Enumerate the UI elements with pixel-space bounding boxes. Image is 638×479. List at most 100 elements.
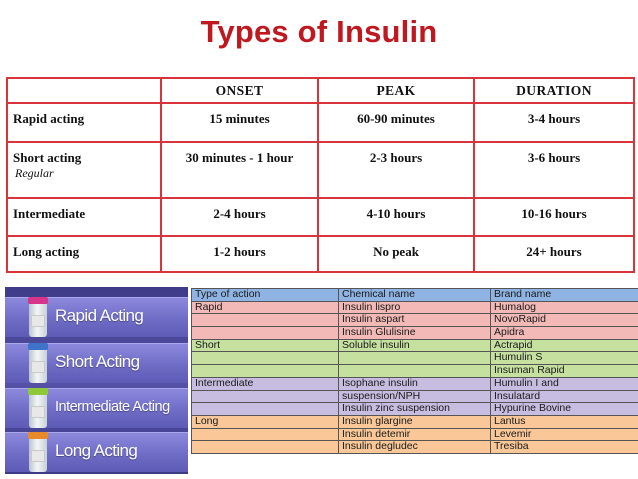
table-row: Insulin zinc suspension Hypurine Bovine (191, 402, 638, 416)
table-row: Insulin degludec Tresiba (191, 440, 638, 454)
brand-cell: Hypurine Bovine (490, 402, 638, 416)
type-cell (191, 326, 339, 340)
banner-band-rapid: Rapid Acting (5, 297, 188, 337)
brand-cell: Apidra (490, 326, 638, 340)
vial-cap (28, 343, 48, 350)
timing-peak: 4-10 hours (317, 197, 475, 237)
timing-onset: 15 minutes (160, 102, 319, 143)
timing-duration: 10-16 hours (473, 197, 635, 237)
banner-band-long: Long Acting (5, 432, 188, 472)
timing-type: Long acting (13, 244, 80, 259)
chemical-cell: Insulin aspart (338, 313, 491, 328)
chemical-cell: Soluble insulin (338, 338, 491, 353)
table-row: Insuman Rapid (191, 364, 638, 378)
brand-cell: Levemir (490, 427, 638, 442)
table-row: Intermediate Isophane insulin Humulin I … (191, 376, 638, 391)
brand-cell: NovoRapid (490, 313, 638, 328)
vial-label (31, 361, 45, 373)
type-cell (191, 313, 339, 328)
table-row: Long Insulin glargine Lantus (191, 414, 638, 429)
vial-label (31, 450, 45, 462)
vial-cap (28, 432, 48, 439)
table-row: Insulin detemir Levemir (191, 427, 638, 442)
chemical-cell (338, 351, 491, 366)
page-title: Types of Insulin (200, 14, 438, 49)
table-row: suspension/NPH Insulatard (191, 389, 638, 404)
timing-header-duration: DURATION (473, 77, 635, 104)
brand-header-cell: Chemical name (338, 288, 491, 302)
timing-row-rapid: Rapid acting 15 minutes 60-90 minutes 3-… (6, 102, 635, 143)
timing-type: Short acting (13, 150, 82, 165)
chemical-cell: Insulin degludec (338, 440, 491, 454)
timing-duration: 24+ hours (473, 235, 635, 273)
insulin-type-banner: Rapid Acting Short Acting Intermediate A… (5, 287, 188, 474)
timing-header-row: ONSET PEAK DURATION (6, 77, 635, 104)
timing-row-intermediate: Intermediate 2-4 hours 4-10 hours 10-16 … (6, 197, 635, 237)
table-row: Humulin S (191, 351, 638, 366)
timing-type: Intermediate (13, 206, 86, 221)
vial-icon (28, 388, 48, 428)
type-cell: Long (191, 414, 339, 429)
type-cell (191, 402, 339, 416)
table-row: Rapid Insulin lispro Humalog (191, 300, 638, 315)
banner-label: Rapid Acting (55, 306, 144, 325)
timing-onset: 30 minutes - 1 hour (160, 141, 319, 199)
timing-type-cell: Intermediate (6, 197, 162, 237)
timing-onset: 1-2 hours (160, 235, 319, 273)
chemical-cell (338, 364, 491, 378)
table-row: Insulin aspart NovoRapid (191, 313, 638, 328)
vial-icon (28, 432, 48, 472)
timing-header-peak: PEAK (317, 77, 475, 104)
table-row: Short Soluble insulin Actrapid (191, 338, 638, 353)
timing-row-short: Short acting Regular 30 minutes - 1 hour… (6, 141, 635, 199)
brand-cell: Insulatard (490, 389, 638, 404)
timing-duration: 3-4 hours (473, 102, 635, 143)
banner-label: Long Acting (55, 441, 138, 460)
chemical-cell: Insulin lispro (338, 300, 491, 315)
chemical-cell: Isophane insulin (338, 376, 491, 391)
vial-label (31, 406, 45, 418)
timing-peak: No peak (317, 235, 475, 273)
timing-duration: 3-6 hours (473, 141, 635, 199)
brand-cell: Humulin I and (490, 376, 638, 391)
brand-cell: Tresiba (490, 440, 638, 454)
brand-header-cell: Brand name (490, 288, 638, 302)
vial-cap (28, 388, 48, 395)
brand-header-cell: Type of action (191, 288, 339, 302)
brand-cell: Lantus (490, 414, 638, 429)
vial-label (31, 315, 45, 327)
type-cell (191, 389, 339, 404)
brand-cell: Insuman Rapid (490, 364, 638, 378)
type-cell (191, 351, 339, 366)
banner-label: Intermediate Acting (55, 399, 170, 415)
timing-peak: 60-90 minutes (317, 102, 475, 143)
timing-onset: 2-4 hours (160, 197, 319, 237)
timing-type-cell: Short acting Regular (6, 141, 162, 199)
type-cell (191, 427, 339, 442)
brand-header-row: Type of action Chemical name Brand name (191, 288, 638, 302)
banner-band-short: Short Acting (5, 343, 188, 383)
timing-subtype: Regular (15, 166, 54, 180)
table-row: Insulin Glulisine Apidra (191, 326, 638, 340)
timing-header-blank (6, 77, 162, 104)
banner-band-intermediate: Intermediate Acting (5, 388, 188, 428)
type-cell (191, 364, 339, 378)
type-cell: Intermediate (191, 376, 339, 391)
chemical-cell: suspension/NPH (338, 389, 491, 404)
timing-type-cell: Rapid acting (6, 102, 162, 143)
vial-icon (28, 343, 48, 383)
vial-icon (28, 297, 48, 337)
insulin-timing-table: ONSET PEAK DURATION Rapid acting 15 minu… (6, 77, 635, 273)
vial-cap (28, 297, 48, 304)
timing-type-cell: Long acting (6, 235, 162, 273)
brand-cell: Humulin S (490, 351, 638, 366)
insulin-brand-table: Type of action Chemical name Brand name … (191, 288, 638, 454)
timing-row-long: Long acting 1-2 hours No peak 24+ hours (6, 235, 635, 273)
timing-type: Rapid acting (13, 111, 85, 126)
type-cell: Short (191, 338, 339, 353)
type-cell (191, 440, 339, 454)
banner-label: Short Acting (55, 352, 140, 371)
chemical-cell: Insulin Glulisine (338, 326, 491, 340)
timing-peak: 2-3 hours (317, 141, 475, 199)
chemical-cell: Insulin glargine (338, 414, 491, 429)
